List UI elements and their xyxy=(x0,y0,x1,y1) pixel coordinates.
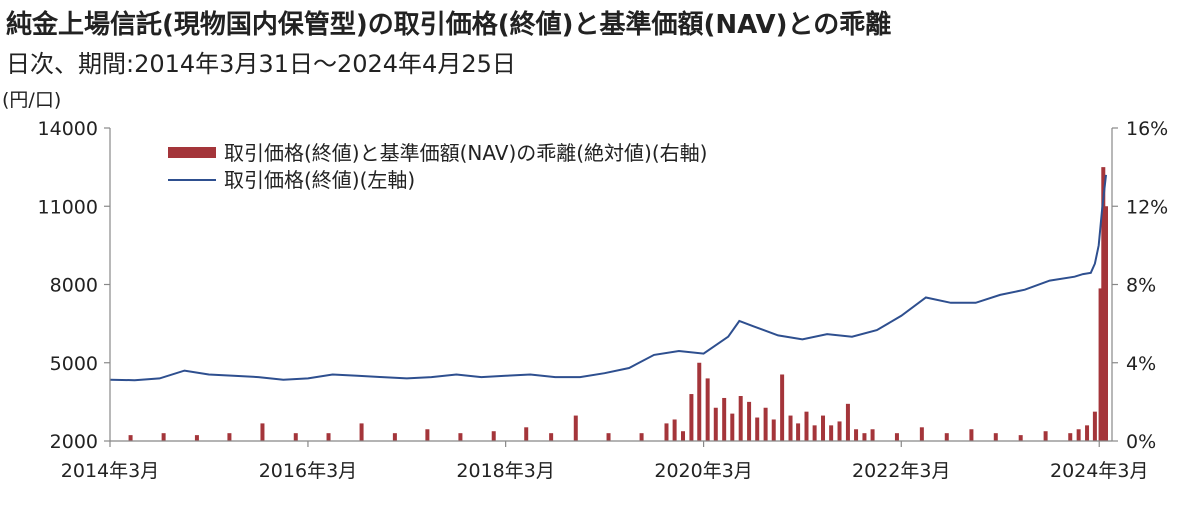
y-left-tick-label: 11000 xyxy=(38,196,98,218)
deviation-bar xyxy=(549,433,554,441)
deviation-bar xyxy=(1068,433,1073,441)
deviation-bar xyxy=(491,431,496,441)
deviation-bar xyxy=(870,429,875,441)
deviation-bar xyxy=(780,374,785,441)
deviation-bar xyxy=(862,433,867,441)
deviation-bar xyxy=(747,401,752,441)
y-right-tick-label: 12% xyxy=(1126,196,1168,218)
deviation-bar xyxy=(1101,167,1106,441)
deviation-bar xyxy=(672,419,677,441)
deviation-bar xyxy=(829,425,834,441)
deviation-bar xyxy=(681,431,686,441)
deviation-bar xyxy=(1076,429,1081,441)
deviation-bar xyxy=(755,417,760,441)
y-right-tick-label: 16% xyxy=(1126,118,1168,140)
y-right-tick-label: 0% xyxy=(1126,431,1156,453)
x-tick-label: 2016年3月 xyxy=(259,460,357,482)
deviation-bar xyxy=(1098,288,1103,441)
deviation-bar xyxy=(1092,411,1097,441)
deviation-bar xyxy=(993,433,998,441)
x-tick-label: 2020年3月 xyxy=(654,460,752,482)
deviation-bar xyxy=(128,435,133,441)
x-tick-label: 2018年3月 xyxy=(456,460,554,482)
axes xyxy=(109,128,1113,442)
deviation-bar xyxy=(260,423,265,441)
y-right-tick-label: 4% xyxy=(1126,353,1156,375)
legend-swatch-deviation xyxy=(168,147,216,158)
deviation-bar xyxy=(845,403,850,441)
deviation-bar xyxy=(944,433,949,441)
chart-subtitle: 日次、期間:2014年3月31日〜2024年4月25日 xyxy=(6,50,516,78)
deviation-bar xyxy=(524,427,529,441)
deviation-bar xyxy=(458,433,463,441)
x-tick-labels: 2014年3月 2016年3月 2018年3月 2020年3月 2022年3月 2024年… xyxy=(61,441,1148,482)
deviation-bar xyxy=(359,423,364,441)
y-right-tick-labels: 16% 12% 8% 4% 0% xyxy=(1112,118,1168,453)
deviation-bar xyxy=(738,396,743,441)
deviation-bar xyxy=(194,435,199,441)
deviation-bar xyxy=(293,433,298,441)
deviation-bar xyxy=(664,423,669,441)
deviation-bar xyxy=(812,425,817,441)
deviation-bar xyxy=(227,433,232,441)
x-tick-label: 2022年3月 xyxy=(852,460,950,482)
deviation-bar xyxy=(796,423,801,441)
deviation-bar xyxy=(771,419,776,441)
price-line xyxy=(109,174,1107,382)
deviation-bar xyxy=(1018,435,1023,441)
x-tick-label: 2014年3月 xyxy=(61,460,159,482)
deviation-bar xyxy=(705,378,710,441)
y-right-tick-label: 8% xyxy=(1126,275,1156,297)
deviation-bar xyxy=(425,429,430,441)
deviation-bar xyxy=(730,413,735,441)
deviation-bar xyxy=(894,433,899,441)
deviation-bar xyxy=(804,411,809,441)
deviation-bar xyxy=(722,397,727,441)
deviation-bar xyxy=(788,415,793,441)
deviation-bars xyxy=(128,167,1108,441)
deviation-bar xyxy=(573,415,578,441)
y-left-tick-label: 2000 xyxy=(50,431,98,453)
y-left-tick-label: 5000 xyxy=(50,353,98,375)
y-left-tick-label: 14000 xyxy=(38,118,98,140)
deviation-bar xyxy=(1043,431,1048,441)
chart-title: 純金上場信託(現物国内保管型)の取引価格(終値)と基準価額(NAV)との乖離 xyxy=(6,10,892,40)
deviation-bar xyxy=(1085,425,1090,441)
y-left-tick-labels: 14000 11000 8000 5000 2000 xyxy=(38,118,110,453)
legend: 取引価格(終値)と基準価額(NAV)の乖離(絶対値)(右軸) 取引価格(終値)(… xyxy=(168,141,707,192)
deviation-bar xyxy=(1104,206,1108,441)
deviation-bar xyxy=(639,433,644,441)
deviation-bar xyxy=(919,427,924,441)
y-left-tick-label: 8000 xyxy=(50,275,98,297)
deviation-bar xyxy=(821,415,826,441)
deviation-bar xyxy=(161,433,166,441)
deviation-bar xyxy=(326,433,331,441)
deviation-bar xyxy=(689,394,694,441)
deviation-bar xyxy=(969,429,974,441)
deviation-bar xyxy=(606,433,611,441)
deviation-bar xyxy=(763,407,768,441)
x-tick-label: 2024年3月 xyxy=(1050,460,1148,482)
deviation-bar xyxy=(392,433,397,441)
y-left-unit: (円/口) xyxy=(2,89,61,111)
deviation-bar xyxy=(854,429,859,441)
deviation-bar xyxy=(713,407,718,441)
deviation-bar xyxy=(837,421,842,441)
deviation-bar xyxy=(697,362,702,441)
legend-label-price: 取引価格(終値)(左軸) xyxy=(224,168,415,192)
legend-label-deviation: 取引価格(終値)と基準価額(NAV)の乖離(絶対値)(右軸) xyxy=(224,141,707,165)
